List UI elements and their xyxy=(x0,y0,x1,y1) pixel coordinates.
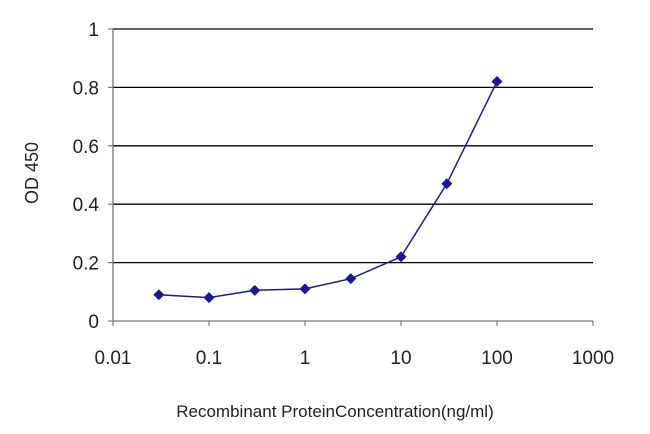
x-tick-label: 1000 xyxy=(572,348,614,369)
x-tick-labels: 0.01 0.1 1 10 100 1000 xyxy=(95,348,615,369)
x-tick-label: 100 xyxy=(481,348,513,369)
y-tick-label: 0.2 xyxy=(73,254,99,275)
series-line xyxy=(158,81,498,299)
data-point xyxy=(299,283,311,295)
data-point xyxy=(249,284,261,296)
x-tick-label: 10 xyxy=(390,348,411,369)
axes xyxy=(108,28,594,326)
grid-lines xyxy=(113,28,593,264)
y-tick-label: 0.6 xyxy=(73,137,99,158)
data-point xyxy=(395,251,407,263)
y-tick-label: 0.8 xyxy=(73,78,99,99)
data-point xyxy=(345,273,357,285)
y-tick-label: 0.4 xyxy=(73,195,100,216)
data-point xyxy=(441,178,453,190)
y-tick-labels: 0 0.2 0.4 0.6 0.8 1 xyxy=(73,20,100,333)
x-tick-label: 0.01 xyxy=(95,348,132,369)
x-tick-label: 1 xyxy=(300,348,311,369)
x-tick-label: 0.1 xyxy=(196,348,222,369)
x-axis-label: Recombinant ProteinConcentration(ng/ml) xyxy=(176,402,494,421)
series-group xyxy=(153,76,503,304)
data-point xyxy=(203,292,215,304)
data-point xyxy=(491,76,503,88)
y-tick-label: 1 xyxy=(88,20,99,41)
y-axis-label: OD 450 xyxy=(22,142,42,204)
y-tick-label: 0 xyxy=(88,312,99,333)
data-point xyxy=(153,289,165,301)
